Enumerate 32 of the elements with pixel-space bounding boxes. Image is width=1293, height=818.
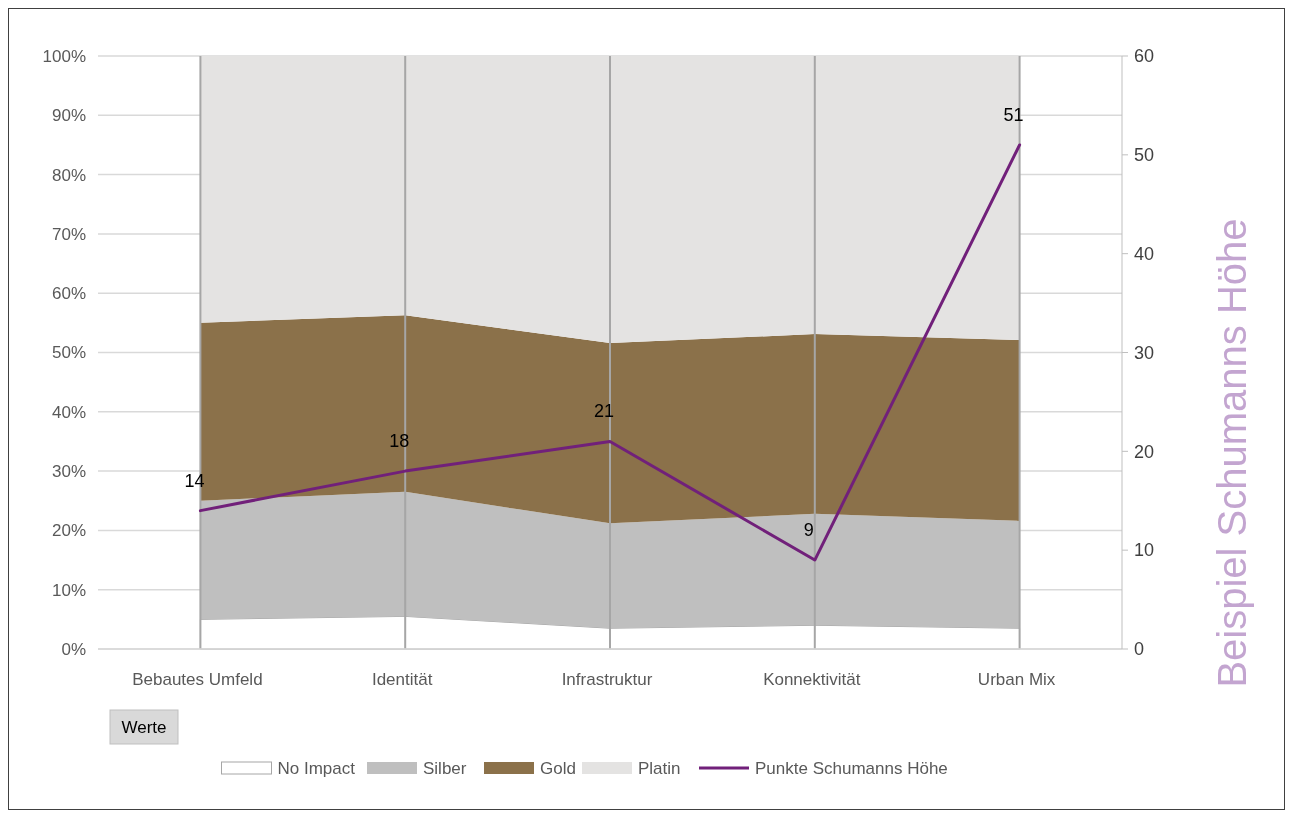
y-tick-label: 40% xyxy=(51,402,86,422)
y2-tick-label: 0 xyxy=(1134,639,1145,660)
y-tick-label: 20% xyxy=(51,521,86,541)
y-tick-label: 80% xyxy=(51,165,86,185)
legend-label: Gold xyxy=(540,758,576,778)
x-tick-label: Urban Mix xyxy=(977,670,1056,689)
y-tick-label: 90% xyxy=(51,106,86,126)
data-label: 9 xyxy=(803,520,814,541)
x-tick-label: Infrastruktur xyxy=(561,670,653,689)
y-tick-label: 0% xyxy=(61,639,86,659)
data-label: 51 xyxy=(1003,104,1024,125)
y2-tick-label: 60 xyxy=(1134,46,1155,67)
y-tick-label: 60% xyxy=(51,284,86,304)
y-tick-label: 70% xyxy=(51,224,86,244)
text: Werte xyxy=(121,717,167,737)
y-tick-label: 30% xyxy=(51,462,86,482)
y2-axis-title: Beispiel Schumanns Höhe xyxy=(1210,218,1254,688)
y-tick-label: 10% xyxy=(51,580,86,600)
x-tick-label: Bebautes Umfeld xyxy=(132,670,263,689)
legend-label: Platin xyxy=(638,758,681,778)
y2-tick-label: 50 xyxy=(1134,145,1155,166)
legend-label: No Impact xyxy=(277,758,356,778)
x-tick-label: Konnektivität xyxy=(763,670,861,689)
y-tick-label: 50% xyxy=(51,343,86,363)
y-tick-label: 100% xyxy=(42,46,86,66)
legend-label: Punkte Schumanns Höhe xyxy=(755,758,948,778)
y2-tick-label: 20 xyxy=(1134,441,1155,462)
x-tick-label: Identität xyxy=(371,670,433,689)
y2-tick-label: 10 xyxy=(1134,540,1155,561)
y2-tick-label: 40 xyxy=(1134,243,1155,264)
legend-label: Silber xyxy=(423,758,467,778)
y2-tick-label: 30 xyxy=(1134,342,1155,363)
